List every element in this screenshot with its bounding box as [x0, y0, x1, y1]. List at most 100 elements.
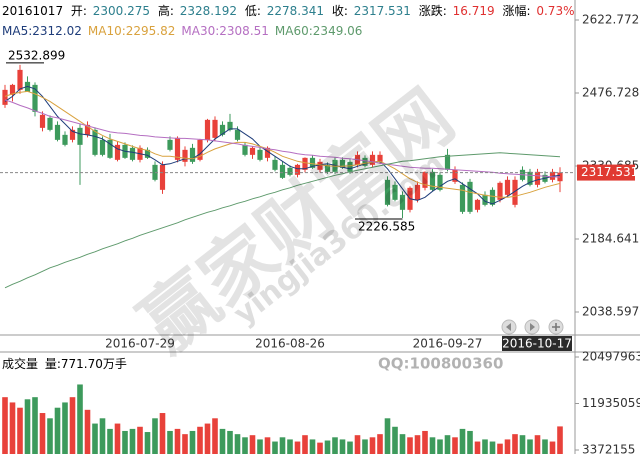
candle-body: [392, 184, 398, 200]
x-tick-label: 2016-09-27: [413, 337, 483, 351]
date-box: [502, 336, 572, 351]
volume-title: 成交量 量:771.70万手: [2, 356, 127, 371]
volume-bar: [287, 439, 293, 454]
volume-bar: [264, 437, 271, 454]
candle-body: [144, 149, 151, 158]
candle-body: [504, 179, 511, 195]
header-label: 低:: [245, 4, 261, 18]
candle-body: [174, 137, 181, 160]
ma-line: [4, 90, 561, 198]
candle-body: [167, 139, 173, 150]
volume-bar: [144, 432, 151, 454]
candle-body: [279, 164, 286, 178]
nav-buttons[interactable]: [501, 319, 564, 335]
candle-body: [62, 134, 68, 145]
volume-bar: [294, 441, 301, 454]
candle-body: [107, 139, 113, 158]
candle-body: [47, 117, 53, 130]
volume-bar: [234, 434, 241, 454]
volume-bar: [24, 399, 31, 454]
candle-body: [39, 114, 46, 128]
candle-body: [159, 164, 166, 190]
volume-bar: [204, 423, 211, 454]
candle-body: [182, 149, 188, 162]
volume-bar: [324, 440, 331, 454]
volume-bar: [429, 437, 436, 454]
candle-body: [272, 159, 278, 170]
volume-bar: [9, 402, 16, 454]
candle-body: [399, 194, 406, 210]
volume-bar: [39, 413, 46, 454]
candle-body: [482, 194, 488, 205]
watermark-qq: QQ:100800360: [378, 355, 503, 373]
legend-value: 2295.82: [126, 24, 176, 38]
volume-bar: [392, 426, 398, 454]
volume-bar: [107, 428, 113, 454]
volume-bar: [339, 439, 346, 454]
nav-left-icon: [506, 323, 511, 331]
volume-bar: [482, 439, 488, 454]
volume-bar: [474, 441, 481, 454]
candle-body: [414, 184, 421, 200]
ma-line: [4, 99, 561, 178]
candle-body: [437, 174, 443, 190]
legend-value: 2312.02: [32, 24, 82, 38]
volume-bar: [197, 426, 203, 454]
volume-bar: [557, 426, 563, 454]
candle-body: [527, 171, 533, 185]
volume-bar: [122, 430, 128, 454]
volume-bar: [362, 439, 368, 454]
candle-body: [204, 119, 211, 140]
volume-bar: [242, 437, 248, 454]
volume-bar: [84, 409, 91, 454]
candle-body: [99, 139, 106, 155]
y-tick-label: 2038.597: [582, 305, 639, 319]
legend-name: MA5: [2, 24, 28, 38]
candle-body: [212, 119, 218, 138]
volume-bar: [114, 423, 121, 454]
volume-bar: [527, 439, 533, 454]
header-label: 收:: [332, 4, 348, 18]
x-tick-label: 2016-10-17: [502, 337, 572, 351]
candle-body: [294, 164, 301, 175]
header-label: 涨跌:: [419, 3, 447, 18]
volume-bar: [377, 434, 383, 454]
candle-body: [92, 129, 98, 155]
max-annotation: 2532.899: [8, 48, 65, 62]
candle-body: [534, 171, 541, 185]
legend-sep: :: [28, 24, 32, 38]
candle-body: [264, 147, 271, 158]
candle-body: [317, 161, 323, 170]
x-tick-label: 2016-07-29: [105, 337, 175, 351]
y-tick-label: 2622.772: [582, 12, 639, 26]
volume-current: 量:771.70万手: [45, 357, 127, 371]
volume-bar: [17, 407, 23, 454]
header-label: 涨幅:: [502, 3, 530, 18]
volume-bar: [62, 402, 68, 454]
ma-line: [4, 152, 561, 289]
candle-body: [234, 129, 241, 140]
header-value: 2328.192: [180, 4, 237, 18]
header-value: 2278.341: [267, 4, 324, 18]
header-value: 16.719: [453, 4, 495, 18]
volume-bar: [182, 434, 188, 454]
candle-body: [129, 147, 136, 160]
volume-bar: [437, 439, 443, 454]
volume-bar: [422, 430, 428, 454]
header-label: 高:: [158, 3, 174, 18]
volume-bar: [212, 418, 218, 454]
candle-body: [459, 184, 466, 212]
volume-bar: [467, 430, 473, 454]
volume-bar: [272, 441, 278, 454]
candle-body: [422, 171, 428, 188]
zoom-in-icon: [552, 323, 560, 331]
volume-bar: [92, 423, 98, 454]
legend-value: 2308.51: [219, 24, 269, 38]
volume-bar: [512, 434, 518, 454]
candle-body: [467, 181, 473, 212]
nav-right-icon: [530, 323, 535, 331]
volume-bar: [384, 418, 391, 454]
candle-body: [17, 69, 23, 90]
legend-name: MA10: [88, 24, 122, 38]
